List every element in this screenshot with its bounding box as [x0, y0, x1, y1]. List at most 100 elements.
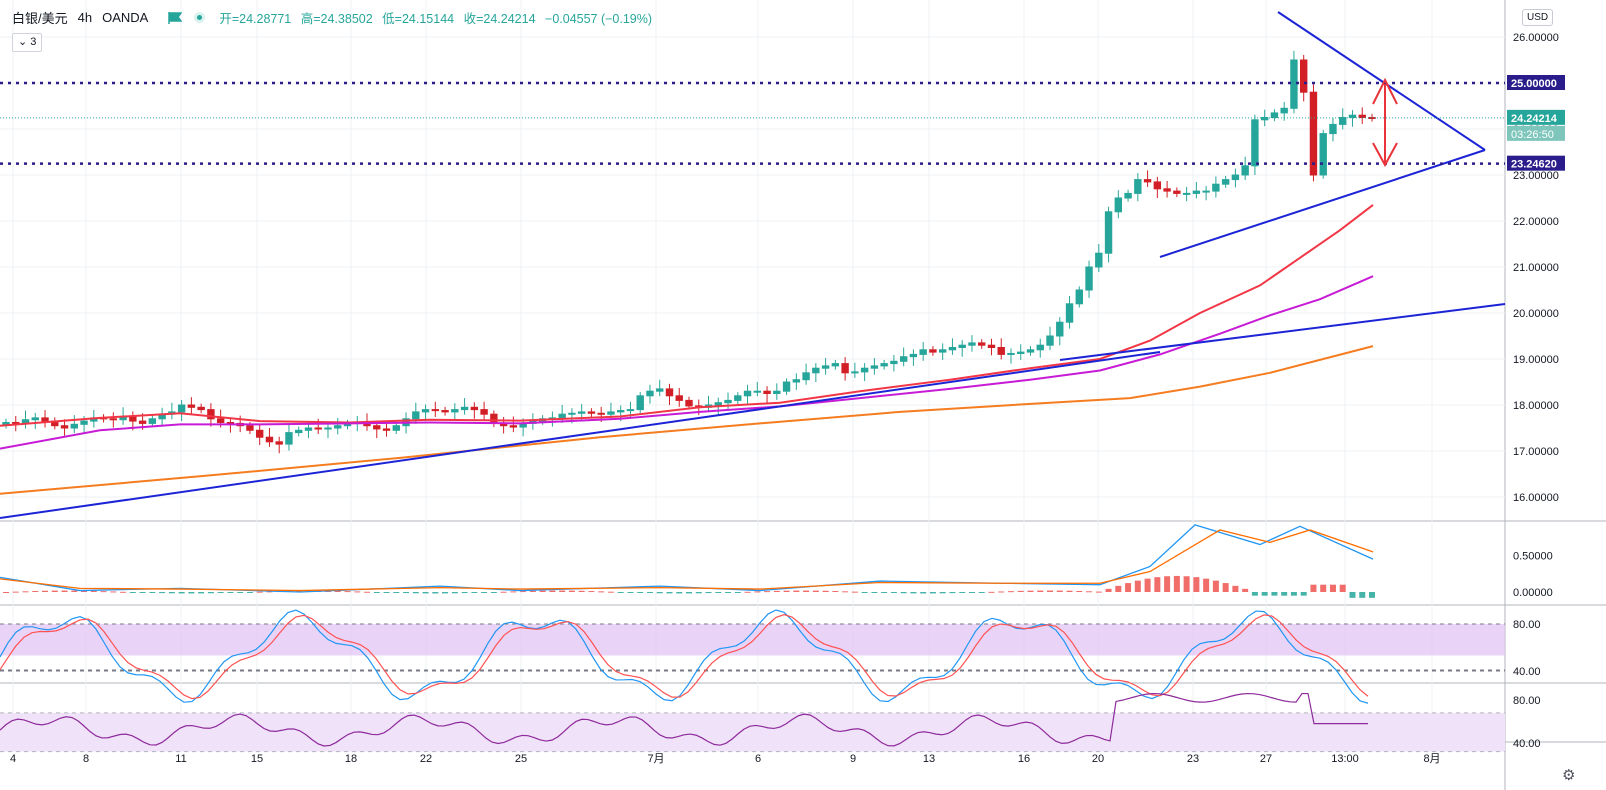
- x-tick-label: 13: [923, 753, 935, 765]
- candle-body: [1065, 303, 1074, 323]
- macd-bar: [1056, 590, 1063, 592]
- arrow-head-up: [1372, 77, 1398, 105]
- macd-bar: [1329, 584, 1336, 592]
- candle-body: [626, 409, 635, 412]
- candle-body: [324, 427, 332, 430]
- level-label: 23.24620: [1511, 159, 1557, 171]
- candle-body: [636, 395, 644, 411]
- macd-bar: [578, 590, 585, 592]
- macd-bar: [510, 591, 517, 593]
- candle-body: [1231, 174, 1240, 181]
- stoch-tick-label: 40.00: [1513, 666, 1541, 678]
- candle-body: [743, 390, 752, 397]
- chevron-down-icon: ⌄: [18, 36, 28, 48]
- candle-body: [1251, 119, 1259, 167]
- candle-body: [607, 411, 615, 415]
- macd-bar: [598, 591, 605, 593]
- macd-bar: [1125, 583, 1132, 592]
- candle-body: [441, 410, 449, 413]
- candle-body: [60, 425, 69, 429]
- macd-bar: [227, 592, 234, 593]
- rsi-band: [0, 712, 1505, 752]
- candle-body: [1046, 335, 1054, 346]
- candle-body: [773, 390, 781, 395]
- candle-body: [187, 404, 196, 408]
- candle-body: [577, 411, 586, 414]
- macd-bar: [90, 590, 97, 592]
- candle-body: [490, 413, 498, 424]
- candle-body: [987, 344, 996, 349]
- candle-body: [295, 429, 303, 434]
- macd-bar: [403, 592, 410, 594]
- candle-body: [1358, 114, 1366, 118]
- candle-body: [919, 349, 927, 355]
- candle-body: [1036, 344, 1044, 351]
- macd-bar: [1261, 592, 1268, 596]
- macd-bar: [900, 592, 907, 594]
- macd-bar: [646, 592, 653, 594]
- candle-body: [412, 411, 420, 420]
- indicator-toggle-button[interactable]: ⌄ 3: [12, 33, 43, 52]
- macd-bar: [32, 591, 39, 593]
- candle-body: [197, 406, 205, 411]
- stoch-band: [0, 624, 1505, 656]
- candle-body: [1319, 133, 1327, 176]
- x-tick-label: 8: [83, 753, 89, 765]
- macd-bar: [529, 590, 536, 592]
- candle-body: [255, 429, 264, 438]
- candle-body: [1212, 183, 1220, 192]
- candle-body: [1260, 117, 1269, 121]
- candle-body: [109, 418, 118, 421]
- candle-body: [1085, 266, 1093, 291]
- macd-bar: [149, 592, 156, 593]
- candle-body: [978, 342, 986, 346]
- candle-body: [138, 420, 147, 424]
- candle-body: [617, 410, 625, 413]
- rsi-tick-label: 40.00: [1513, 738, 1541, 750]
- level-label: 25.00000: [1511, 78, 1557, 90]
- interval-label[interactable]: 4h: [77, 10, 93, 25]
- gear-icon[interactable]: ⚙: [1562, 767, 1576, 784]
- candle-body: [1017, 351, 1025, 354]
- candle-body: [880, 363, 888, 367]
- currency-button[interactable]: USD: [1522, 9, 1554, 26]
- candle-body: [1182, 192, 1191, 195]
- candle-body: [968, 342, 976, 346]
- macd-bar: [1095, 591, 1102, 593]
- candle-body: [314, 427, 322, 430]
- candle-body: [1339, 117, 1347, 125]
- close-value: 收=24.24214: [463, 12, 536, 26]
- macd-bar: [1251, 592, 1258, 596]
- candle-body: [451, 409, 459, 413]
- macd-bar: [1300, 592, 1307, 596]
- level-label-box: [1507, 75, 1565, 90]
- macd-bar: [1076, 590, 1083, 592]
- source-label: OANDA: [102, 10, 149, 25]
- candle-body: [1329, 123, 1337, 135]
- macd-bar: [783, 590, 790, 592]
- symbol-name[interactable]: 白银/美元: [12, 11, 68, 26]
- last-price-box: [1507, 109, 1565, 125]
- candle-body: [792, 379, 801, 383]
- macd-bar: [1017, 590, 1024, 592]
- candle-body: [841, 363, 849, 374]
- macd-bar: [373, 592, 380, 593]
- candle-body: [1221, 179, 1230, 185]
- macd-bar: [168, 592, 175, 594]
- macd-bar: [1154, 577, 1161, 592]
- candle-body: [80, 420, 88, 425]
- macd-bar: [627, 592, 634, 593]
- candle-body: [665, 388, 674, 397]
- candle-body: [899, 356, 908, 362]
- trendline-triangle-lower: [1159, 149, 1486, 258]
- macd-bar: [188, 592, 195, 594]
- macd-bar: [1047, 590, 1054, 592]
- candle-body: [587, 411, 596, 414]
- candle-body: [421, 409, 430, 413]
- candle-body: [675, 395, 683, 401]
- macd-bar: [725, 592, 732, 593]
- flag-icon[interactable]: [168, 11, 183, 24]
- x-tick-label: 27: [1260, 753, 1272, 765]
- y-tick-label: 19.00000: [1513, 354, 1559, 366]
